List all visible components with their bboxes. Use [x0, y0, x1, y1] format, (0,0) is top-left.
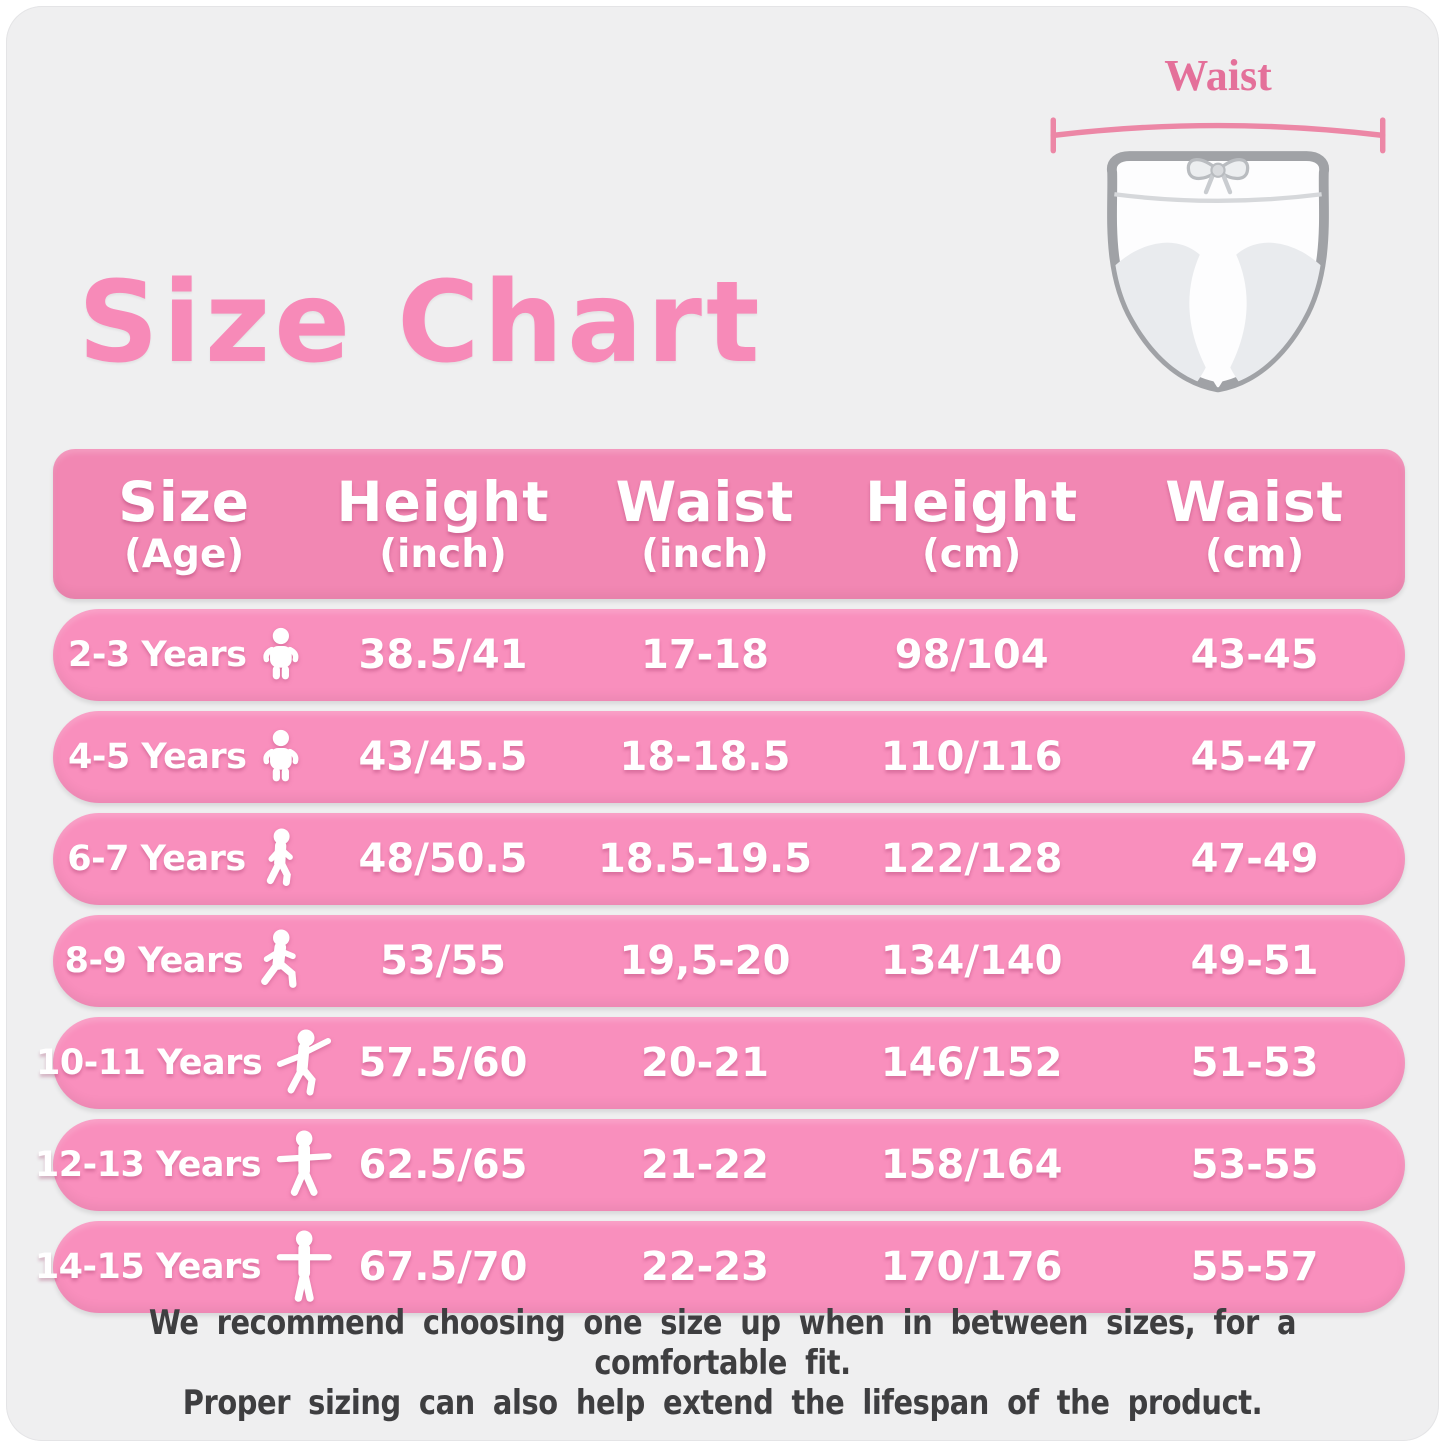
waist-cm-cell: 43-45: [1190, 632, 1319, 678]
child-icon: [261, 729, 301, 785]
table-row: 4-5 Years 43/45.5 18-18.5 110/116 45-47: [53, 711, 1405, 803]
age-cell: 8-9 Years: [65, 929, 304, 993]
table-header-row: Size (Age) Height (inch) Waist (inch) He…: [53, 449, 1405, 599]
header-height-inch: Height (inch): [336, 469, 550, 578]
header-waist-inch: Waist (inch): [615, 469, 795, 578]
child-icon: [260, 828, 301, 890]
age-cell: 12-13 Years: [35, 1130, 334, 1200]
bow-icon: [1186, 158, 1250, 195]
size-table: Size (Age) Height (inch) Waist (inch) He…: [35, 449, 1405, 1313]
height-cm-cell: 122/128: [880, 836, 1063, 882]
age-cell: 10-11 Years: [36, 1028, 332, 1098]
height-cm-cell: 98/104: [894, 632, 1049, 678]
waist-inch-cell: 18.5-19.5: [597, 836, 812, 882]
height-inch-cell: 48/50.5: [358, 836, 528, 882]
age-label: 4-5 Years: [68, 737, 247, 777]
height-cm-cell: 170/176: [880, 1244, 1063, 1290]
height-inch-cell: 43/45.5: [358, 734, 528, 780]
waist-cm-cell: 55-57: [1190, 1244, 1319, 1290]
child-icon: [276, 1028, 332, 1098]
table-row: 10-11 Years 57.5/60 20-21 146/152 51-53: [36, 1017, 1405, 1109]
age-cell: 4-5 Years: [68, 729, 300, 785]
waist-label: Waist: [1164, 51, 1272, 100]
height-cm-cell: 146/152: [880, 1040, 1063, 1086]
age-label: 14-15 Years: [34, 1247, 262, 1287]
height-inch-cell: 57.5/60: [358, 1040, 528, 1086]
height-inch-cell: 38.5/41: [358, 632, 528, 678]
height-cm-cell: 134/140: [880, 938, 1063, 984]
height-cm-cell: 110/116: [880, 734, 1063, 780]
waist-inch-cell: 21-22: [641, 1142, 769, 1188]
size-chart-card: Size Chart Waist: [6, 6, 1439, 1441]
waist-inch-cell: 20-21: [641, 1040, 769, 1086]
header-waist-cm: Waist (cm): [1165, 469, 1344, 578]
waist-cm-cell: 51-53: [1190, 1040, 1319, 1086]
table-row: 8-9 Years 53/55 19,5-20 134/140 49-51: [53, 915, 1405, 1007]
waist-measure-line: [1050, 117, 1386, 154]
age-cell: 2-3 Years: [68, 627, 300, 683]
waist-cm-cell: 47-49: [1190, 836, 1319, 882]
table-row: 2-3 Years 38.5/41 17-18 98/104 43-45: [53, 609, 1405, 701]
waist-inch-cell: 19,5-20: [619, 938, 791, 984]
header-height-cm: Height (cm): [865, 469, 1079, 578]
height-inch-cell: 67.5/70: [358, 1244, 528, 1290]
table-row: 6-7 Years 48/50.5 18.5-19.5 122/128 47-4…: [53, 813, 1405, 905]
note-lifespan: Proper sizing can also help extend the l…: [182, 1383, 1263, 1423]
waist-inch-cell: 18-18.5: [619, 734, 791, 780]
child-icon: [261, 627, 301, 683]
age-label: 2-3 Years: [68, 635, 247, 675]
child-icon: [275, 1130, 333, 1200]
table-row: 14-15 Years 67.5/70 22-23 170/176 55-57: [35, 1221, 1405, 1313]
waist-diagram: Waist: [1038, 50, 1398, 434]
age-label: 12-13 Years: [34, 1145, 262, 1185]
age-cell: 6-7 Years: [67, 828, 301, 890]
height-cm-cell: 158/164: [880, 1142, 1063, 1188]
note-sizing-up: We recommend choosing one size up when i…: [148, 1303, 1297, 1383]
waist-cm-cell: 49-51: [1190, 938, 1319, 984]
age-cell: 14-15 Years: [35, 1230, 334, 1304]
age-label: 10-11 Years: [36, 1043, 263, 1083]
waist-inch-cell: 17-18: [641, 632, 769, 678]
height-inch-cell: 62.5/65: [358, 1142, 528, 1188]
waist-inch-cell: 22-23: [641, 1244, 769, 1290]
header-size-age: Size (Age): [118, 469, 251, 578]
waist-cm-cell: 45-47: [1190, 734, 1319, 780]
table-row: 12-13 Years 62.5/65 21-22 158/164 53-55: [35, 1119, 1405, 1211]
page-title: Size Chart: [78, 258, 764, 388]
underwear-illustration: [1050, 117, 1386, 393]
child-icon: [275, 1230, 333, 1304]
age-label: 8-9 Years: [64, 941, 244, 981]
age-label: 6-7 Years: [67, 839, 246, 879]
height-inch-cell: 53/55: [380, 938, 506, 984]
waist-cm-cell: 53-55: [1190, 1142, 1319, 1188]
child-icon: [257, 929, 304, 993]
